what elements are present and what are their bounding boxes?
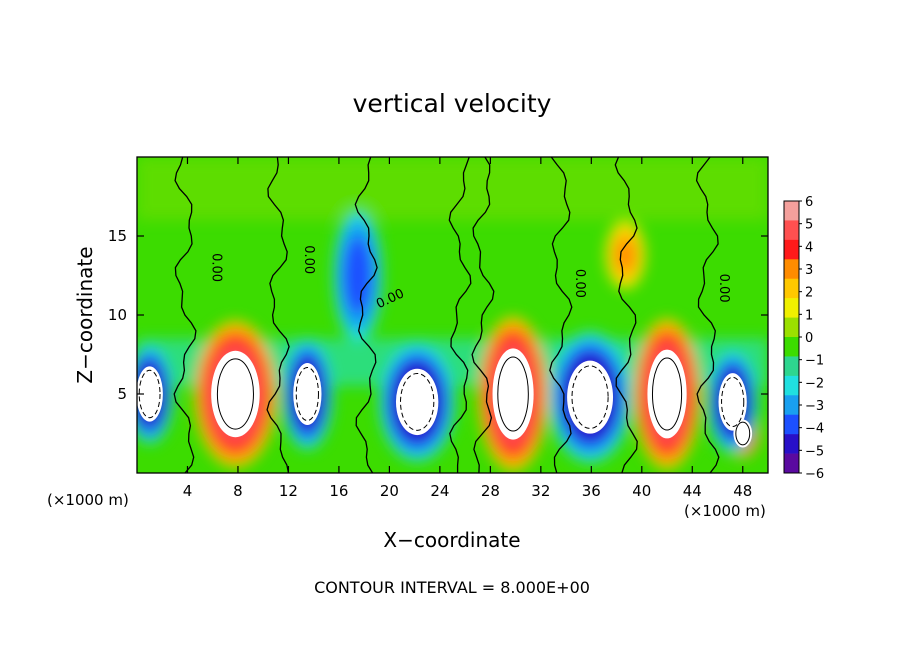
feature-0-contour xyxy=(216,358,254,430)
x-tick-label-20: 20 xyxy=(380,482,399,500)
colorbar-swatch-4 xyxy=(784,278,799,299)
colorbar-label-12: −6 xyxy=(805,467,824,482)
y-axis-label: Z−coordinate xyxy=(73,246,97,383)
velocity-field xyxy=(137,157,768,472)
zero-contour-2 xyxy=(354,157,378,473)
feature-7-contour xyxy=(571,365,609,429)
colorbar-swatch-3 xyxy=(784,259,799,280)
feature-8-level-4 xyxy=(718,373,747,431)
colorbar-swatch-6 xyxy=(784,317,799,338)
feature-4-contour xyxy=(138,369,161,419)
contour-label-0: 0.00 xyxy=(209,253,224,282)
feature-8-contour xyxy=(721,376,745,428)
colorbar-swatch-7 xyxy=(784,337,799,357)
x-tick-label-48: 48 xyxy=(733,482,752,500)
contour-interval-note: CONTOUR INTERVAL = 8.000E+00 xyxy=(314,578,590,597)
feature-2-level-4 xyxy=(647,349,687,439)
colorbar-swatch-1 xyxy=(784,220,799,241)
colorbar-swatch-0 xyxy=(784,201,799,221)
colorbar-label-4: 2 xyxy=(805,286,813,301)
colorbar: 6 5 4 3 2 1 0 −1 −2 −3 −4 −5 −6 xyxy=(783,195,824,482)
colorbar-swatch-9 xyxy=(784,375,799,396)
colorbar-swatch-8 xyxy=(784,356,799,377)
colorbar-label-8: −2 xyxy=(805,376,824,391)
y-tick-label-5: 5 xyxy=(117,385,127,403)
colorbar-label-1: 5 xyxy=(805,218,813,233)
colorbar-swatch-11 xyxy=(784,414,799,435)
x-tick-label-12: 12 xyxy=(279,482,298,500)
zero-contour-7 xyxy=(695,157,720,473)
x-tick-label-44: 44 xyxy=(683,482,702,500)
colorbar-swatch-13 xyxy=(784,453,799,474)
x-tick-label-32: 32 xyxy=(531,482,550,500)
feature-5-contour xyxy=(295,366,319,422)
x-axis-label: X−coordinate xyxy=(383,528,520,552)
x-unit-left: (×1000 m) xyxy=(47,491,129,509)
colorbar-label-6: 0 xyxy=(805,331,813,346)
colorbar-label-9: −3 xyxy=(805,399,824,414)
x-tick-label-16: 16 xyxy=(329,482,348,500)
x-tick-label-24: 24 xyxy=(430,482,449,500)
feature-1-contour xyxy=(497,356,529,432)
feature-3-contour xyxy=(735,421,751,446)
plot-area xyxy=(137,157,768,473)
feature-5-level-4 xyxy=(293,363,322,425)
colorbar-swatch-5 xyxy=(784,298,799,318)
x-tick-label-8: 8 xyxy=(233,482,243,500)
zero-contour-4 xyxy=(471,157,495,473)
feature-6-level-4 xyxy=(395,368,439,436)
x-tick-label-40: 40 xyxy=(632,482,651,500)
colorbar-swatch-10 xyxy=(784,395,799,416)
x-unit-right: (×1000 m) xyxy=(684,502,766,520)
x-tick-label-36: 36 xyxy=(582,482,601,500)
feature-9-level-2 xyxy=(343,236,372,315)
zero-contour-1 xyxy=(266,157,290,473)
feature-2-contour xyxy=(651,357,683,431)
zero-contour-5 xyxy=(549,157,573,473)
colorbar-label-7: −1 xyxy=(805,354,824,369)
contour-label-4: 0.00 xyxy=(716,274,731,303)
colorbar-label-3: 3 xyxy=(805,263,813,278)
y-tick-label-15: 15 xyxy=(108,227,127,245)
colorbar-label-10: −4 xyxy=(805,422,824,437)
feature-4-level-4 xyxy=(137,366,163,422)
feature-7-level-4 xyxy=(567,360,614,434)
y-tick-label-10: 10 xyxy=(108,306,127,324)
colorbar-label-5: 1 xyxy=(805,308,813,323)
field-core-layer xyxy=(137,348,753,448)
colorbar-swatch-12 xyxy=(784,434,799,454)
contour-label-3: 0.00 xyxy=(572,269,587,298)
x-tick-label-4: 4 xyxy=(183,482,193,500)
zero-contour-6 xyxy=(614,157,638,473)
x-tick-label-28: 28 xyxy=(481,482,500,500)
chart-title: vertical velocity xyxy=(353,89,552,118)
feature-0-level-4 xyxy=(211,350,260,438)
colorbar-label-2: 4 xyxy=(805,240,813,255)
colorbar-label-11: −5 xyxy=(805,444,824,459)
colorbar-label-0: 6 xyxy=(805,195,813,210)
contour-lines xyxy=(138,157,751,473)
contour-label-1: 0.00 xyxy=(301,245,316,274)
zero-contour-3 xyxy=(448,157,472,473)
feature-6-contour xyxy=(400,372,435,431)
feature-1-level-4 xyxy=(492,348,534,440)
feature-10-level-2 xyxy=(615,237,636,273)
zero-contour-0 xyxy=(173,157,197,473)
colorbar-swatch-2 xyxy=(784,239,799,260)
